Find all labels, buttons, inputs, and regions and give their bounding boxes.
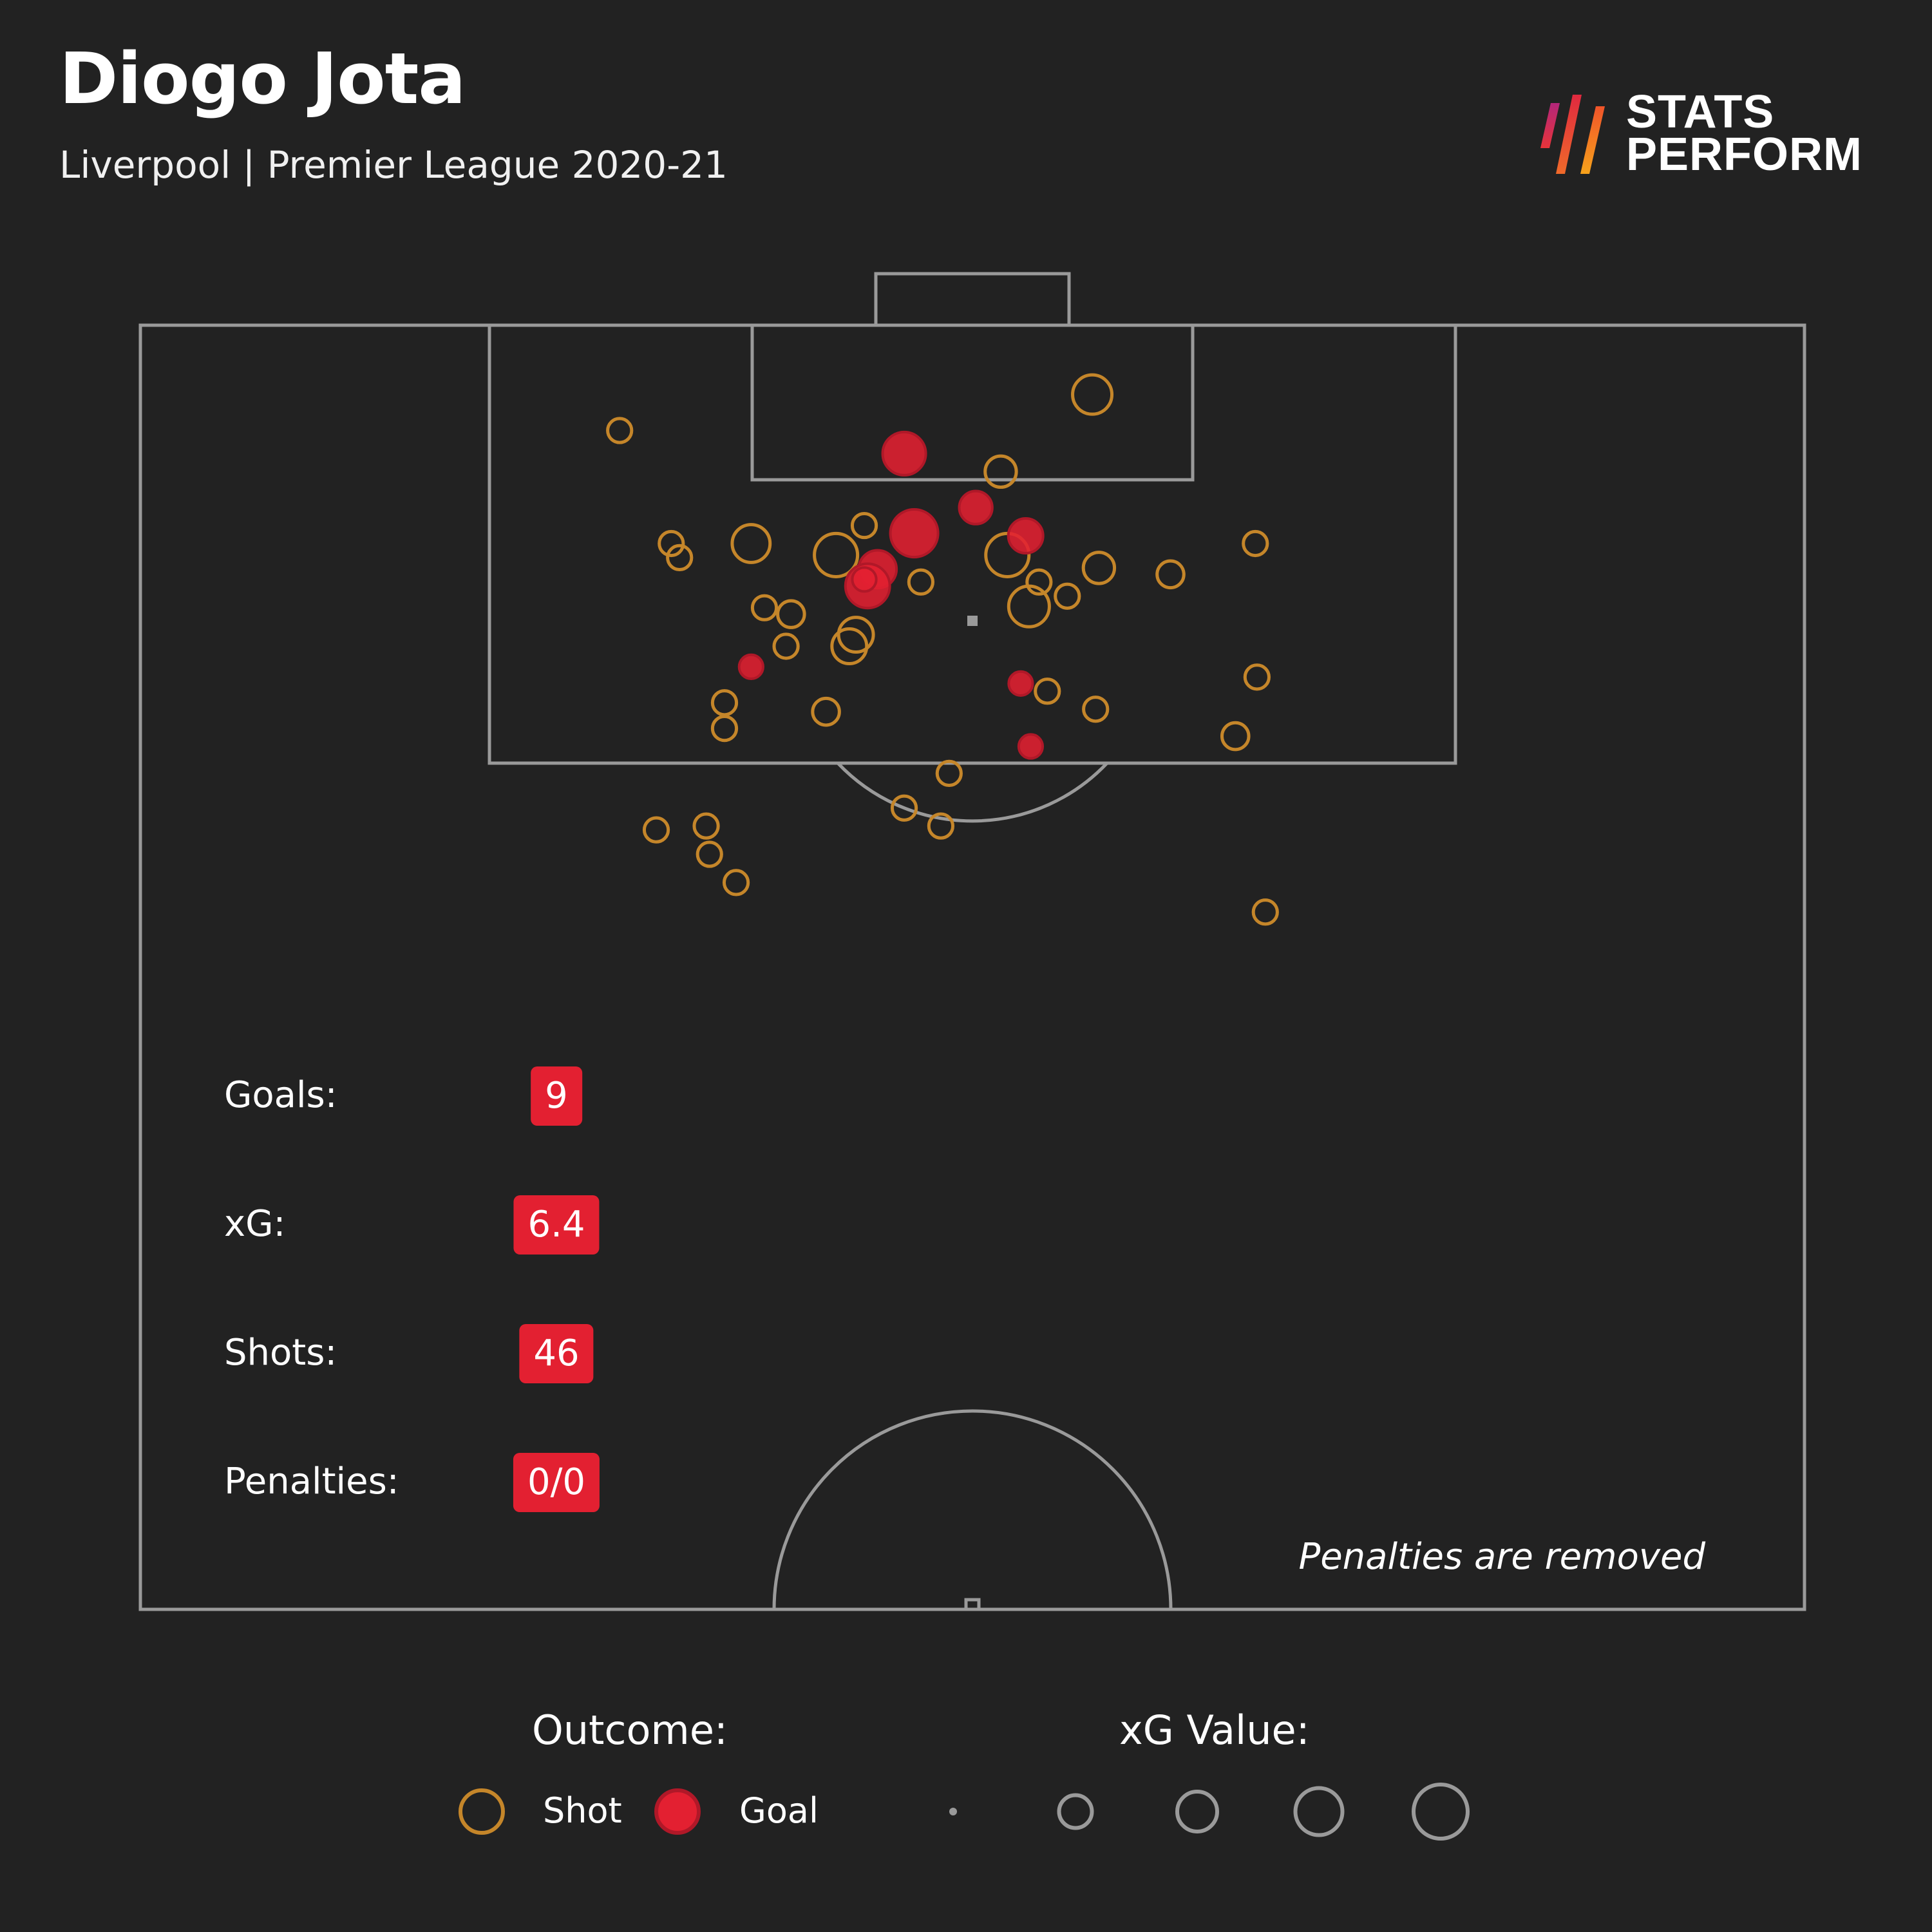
goal-marker <box>1007 517 1045 555</box>
shot-marker <box>1071 373 1114 416</box>
shot-marker <box>837 616 875 654</box>
shot-marker <box>772 632 800 660</box>
stat-xg-label: xG: <box>224 1203 286 1245</box>
stat-goals-label: Goals: <box>224 1074 337 1116</box>
goal-marker <box>881 430 927 477</box>
shot-marker <box>692 812 720 840</box>
legend-goal-label: Goal <box>739 1790 819 1831</box>
goal-marker <box>851 566 878 593</box>
penalty-arc <box>837 762 1108 823</box>
page-title: Diogo Jota <box>59 37 466 120</box>
centre-circle <box>772 1409 1173 1610</box>
xg-legend-marker <box>1057 1793 1094 1830</box>
goal-marker <box>737 653 764 681</box>
shot-marker <box>907 568 935 596</box>
stat-penalties-value: 0/0 <box>513 1453 600 1512</box>
goal-marker <box>1007 670 1034 697</box>
xg-size-legend <box>949 1783 1470 1841</box>
shot-marker <box>927 812 955 840</box>
shot-marker <box>1082 696 1110 723</box>
shot-marker <box>750 594 779 621</box>
shot-marker <box>1054 582 1081 610</box>
shot-marker <box>730 523 772 564</box>
goal <box>874 272 1071 327</box>
logo-line-1: STATS <box>1626 86 1775 138</box>
shot-marker <box>1243 663 1271 691</box>
penalty-area <box>488 323 1457 765</box>
logo-line-2: PERFORM <box>1626 129 1862 180</box>
goal-marker <box>958 489 994 526</box>
page-subtitle: Liverpool | Premier League 2020-21 <box>59 143 728 187</box>
stat-penalties-label: Penalties: <box>224 1461 399 1502</box>
shot-marker <box>813 531 860 578</box>
shot-marker <box>606 417 634 444</box>
six-yard-box <box>750 323 1195 482</box>
penalty-spot <box>967 616 978 626</box>
shot-marker <box>830 627 869 665</box>
shot-marker <box>722 869 750 896</box>
legend-goal-marker <box>654 1788 701 1835</box>
shot-marker <box>811 696 841 727</box>
shot-marker <box>1220 721 1251 752</box>
stat-shots-label: Shots: <box>224 1332 337 1374</box>
goal-marker <box>1017 733 1045 760</box>
stats-perform-logo: STATS PERFORM <box>1539 87 1874 184</box>
shot-marker <box>1242 529 1269 558</box>
shot-marker <box>1251 898 1279 926</box>
legend-xg-title: xG Value: <box>1119 1707 1310 1754</box>
shot-marker <box>642 816 670 844</box>
legend-shot-marker <box>459 1788 505 1835</box>
xg-legend-marker <box>949 1808 957 1815</box>
xg-legend-marker <box>1175 1790 1219 1833</box>
shot-marker <box>666 544 694 572</box>
xg-legend-marker <box>1293 1786 1345 1837</box>
shot-marker <box>696 840 723 868</box>
shot-marker <box>710 689 739 717</box>
centre-spot <box>964 1598 981 1611</box>
shot-marker <box>710 714 739 743</box>
pitch-lines <box>138 272 1806 1611</box>
shot-marker <box>935 759 963 788</box>
shot-marker <box>890 794 918 822</box>
stat-xg-value: 6.4 <box>513 1195 600 1255</box>
shot-marker <box>1081 551 1117 585</box>
legend-outcome-title: Outcome: <box>532 1707 728 1754</box>
shot-marker <box>1034 677 1061 705</box>
shot-marker <box>1025 568 1053 596</box>
shot-marker <box>1155 559 1186 590</box>
penalties-note: Penalties are removed <box>1298 1536 1705 1578</box>
shot-marker <box>776 599 806 629</box>
stat-goals-value: 9 <box>531 1066 582 1126</box>
goal-marker <box>889 507 940 559</box>
xg-legend-marker <box>1412 1783 1470 1841</box>
shot-markers <box>606 373 1279 926</box>
shot-marker <box>983 454 1018 489</box>
legend-shot-label: Shot <box>543 1790 622 1831</box>
shot-marker <box>658 529 685 558</box>
shot-marker <box>1007 584 1051 629</box>
shot-marker <box>850 511 878 540</box>
logo-wordmark: STATS PERFORM <box>1626 86 1862 180</box>
logo-stripes-icon <box>1540 95 1605 174</box>
legend-markers <box>459 1783 1470 1841</box>
stat-shots-value: 46 <box>519 1324 594 1383</box>
